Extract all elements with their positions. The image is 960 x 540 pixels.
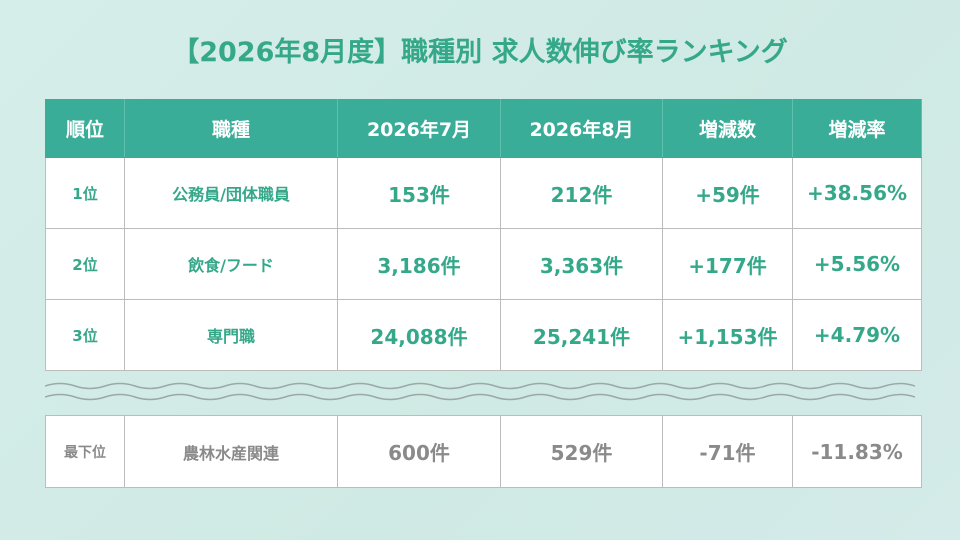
cell: 3位: [45, 299, 125, 371]
header-cell: 増減率: [792, 99, 922, 158]
cell: 153件: [337, 157, 501, 229]
cell: 1位: [45, 157, 125, 229]
wave-divider: [45, 382, 915, 401]
cell: +5.56%: [792, 228, 922, 300]
wave-line: [45, 393, 915, 401]
cell: 農林水産関連: [124, 415, 338, 488]
row-row: 2位 飲食/フード 3,186件 3,363件 +177件 +5.56%: [45, 228, 922, 300]
wave-line: [45, 382, 915, 390]
cell: -11.83%: [792, 415, 922, 488]
header-cell: 順位: [45, 99, 125, 158]
cell: 専門職: [124, 299, 338, 371]
cell: +177件: [662, 228, 793, 300]
cell: 529件: [500, 415, 663, 488]
cell: 2位: [45, 228, 125, 300]
lowest-table: 最下位 農林水産関連 600件 529件 -71件 -11.83%: [45, 415, 922, 488]
row-row: 最下位 農林水産関連 600件 529件 -71件 -11.83%: [45, 415, 922, 488]
cell: 600件: [337, 415, 501, 488]
ranking-table: 順位 職種 2026年7月 2026年8月 増減数 増減率 1位 公務員/団体職員 153件 21…: [45, 99, 922, 371]
cell: +4.79%: [792, 299, 922, 371]
cell: 公務員/団体職員: [124, 157, 338, 229]
header-cell: 2026年7月: [337, 99, 501, 158]
cell: 212件: [500, 157, 663, 229]
cell: +59件: [662, 157, 793, 229]
cell: 3,363件: [500, 228, 663, 300]
cell: -71件: [662, 415, 793, 488]
cell: 25,241件: [500, 299, 663, 371]
cell: +1,153件: [662, 299, 793, 371]
row-row: 3位 専門職 24,088件 25,241件 +1,153件 +4.79%: [45, 299, 922, 371]
header-cell: 職種: [124, 99, 338, 158]
cell: +38.56%: [792, 157, 922, 229]
header-cell: 2026年8月: [500, 99, 663, 158]
header-cell: 増減数: [662, 99, 793, 158]
cell: 3,186件: [337, 228, 501, 300]
cell: 最下位: [45, 415, 125, 488]
head-row: 順位 職種 2026年7月 2026年8月 増減数 増減率: [45, 99, 922, 158]
title: 【2026年8月度】職種別 求人数伸び率ランキング: [172, 37, 788, 68]
cell: 24,088件: [337, 299, 501, 371]
cell: 飲食/フード: [124, 228, 338, 300]
row-row: 1位 公務員/団体職員 153件 212件 +59件 +38.56%: [45, 157, 922, 229]
